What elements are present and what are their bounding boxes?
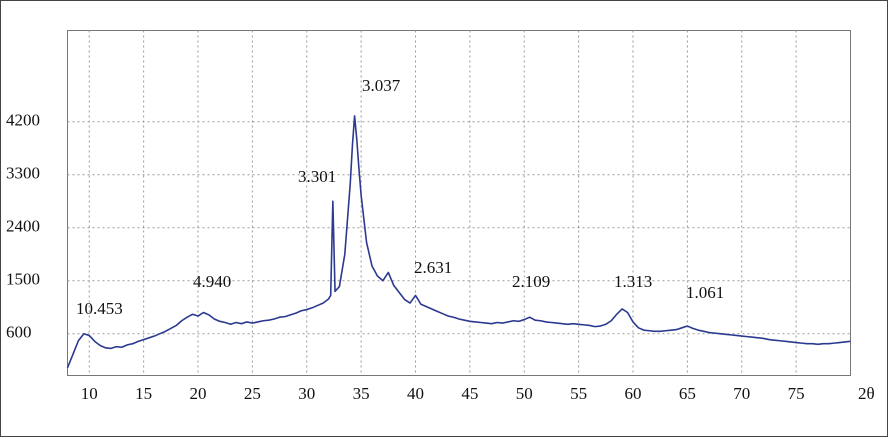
x-tick-label: 15 xyxy=(135,384,152,403)
peak-annotation: 3.301 xyxy=(298,167,336,186)
x-tick-label: 75 xyxy=(788,384,805,403)
x-tick-label: 70 xyxy=(733,384,750,403)
peak-annotation: 2.109 xyxy=(512,272,550,291)
y-tick-label: 3300 xyxy=(6,164,40,183)
x-tick-label: 45 xyxy=(461,384,478,403)
data-line xyxy=(66,115,851,369)
x-tick-label: 40 xyxy=(407,384,424,403)
peak-annotation: 2.631 xyxy=(414,258,452,277)
x-tick-label: 55 xyxy=(570,384,587,403)
y-tick-label: 4200 xyxy=(6,111,40,130)
x-tick-label: 65 xyxy=(679,384,696,403)
plot-frame xyxy=(67,30,851,376)
x-tick-label: 25 xyxy=(244,384,261,403)
peak-annotation: 1.313 xyxy=(614,272,652,291)
y-tick-label: 600 xyxy=(6,323,32,342)
x-tick-label: 20 xyxy=(190,384,207,403)
peak-annotation: 10.453 xyxy=(76,299,123,318)
y-tick-label: 1500 xyxy=(6,270,40,289)
peak-annotation: 3.037 xyxy=(362,76,401,95)
x-tick-label: 60 xyxy=(625,384,642,403)
peak-annotation: 4.940 xyxy=(193,272,231,291)
x-tick-label: 35 xyxy=(353,384,370,403)
x-tick-label: 50 xyxy=(516,384,533,403)
x-tick-label: 10 xyxy=(81,384,98,403)
peak-annotation: 1.061 xyxy=(686,283,724,302)
y-tick-label: 2400 xyxy=(6,217,40,236)
x-axis-label: 2θ xyxy=(858,384,875,403)
x-tick-label: 30 xyxy=(298,384,315,403)
